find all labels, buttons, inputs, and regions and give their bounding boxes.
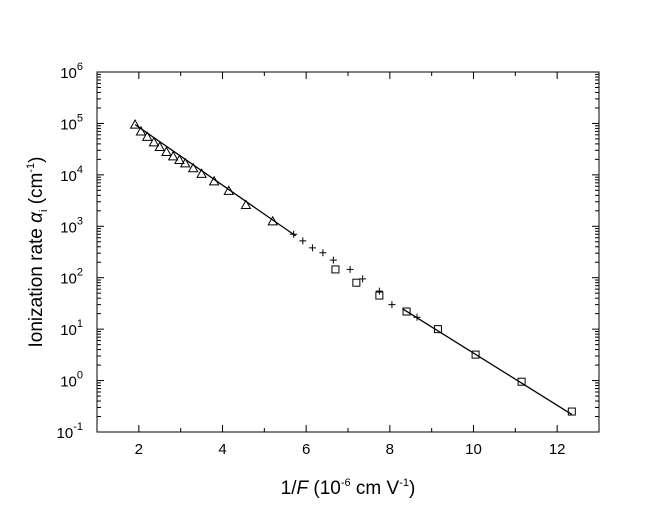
- triangle-point: [154, 141, 166, 151]
- square-point: [471, 350, 480, 359]
- triangle-point: [148, 136, 160, 147]
- triangle-point: [129, 119, 141, 129]
- y-tick-label: 102: [60, 267, 83, 288]
- triangle-point: [179, 157, 191, 168]
- plus-point: [290, 230, 298, 238]
- triangle-point: [167, 150, 179, 161]
- square-point: [433, 325, 442, 334]
- plus-point: [413, 313, 421, 321]
- x-tick-label: 8: [386, 441, 394, 458]
- plus-point: [346, 265, 354, 273]
- triangle-point: [161, 146, 172, 156]
- y-axis-label: Ionization rate αi (cm-1): [25, 157, 50, 348]
- x-axis-label: 1/F (10-6 cm V-1): [281, 477, 416, 499]
- plus-point: [375, 287, 383, 295]
- square-point: [375, 291, 384, 300]
- x-axis-ticks: 2 4 6 8 10 12: [96, 72, 600, 458]
- plus-point: [299, 237, 307, 245]
- triangle-point: [267, 215, 279, 226]
- fit-line-segment: [134, 124, 297, 237]
- triangle-point: [240, 199, 252, 210]
- x-tick-label: 6: [302, 441, 310, 458]
- triangle-point: [196, 168, 207, 178]
- fit-line: [134, 124, 573, 415]
- square-point: [402, 307, 411, 316]
- square-point: [352, 278, 361, 287]
- plus-point: [388, 301, 396, 309]
- square-point: [567, 407, 576, 416]
- y-tick-label: 101: [60, 318, 83, 339]
- data-markers: [129, 119, 576, 416]
- x-tick-label: 12: [549, 441, 566, 458]
- y-tick-label: 100: [60, 370, 83, 391]
- triangle-point: [135, 125, 147, 136]
- square-point: [331, 265, 340, 274]
- triangle-point: [187, 162, 199, 173]
- y-tick-label: 10-1: [57, 421, 83, 442]
- y-tick-label: 105: [60, 112, 83, 133]
- triangle-point: [141, 131, 153, 141]
- fit-line-segment: [402, 308, 573, 415]
- x-tick-label: 4: [218, 441, 226, 458]
- triangle-point: [174, 154, 185, 165]
- square-point: [517, 377, 526, 386]
- y-tick-label: 104: [60, 164, 83, 185]
- plus-point: [329, 256, 337, 264]
- plus-point: [319, 249, 327, 257]
- triangle-point: [208, 175, 220, 186]
- triangle-point: [223, 185, 235, 195]
- plus-point: [308, 244, 316, 252]
- x-tick-label: 2: [135, 441, 143, 458]
- y-tick-label: 103: [60, 215, 83, 236]
- y-axis-ticks: 10-1 100 101 102 103 104 105 106: [57, 61, 599, 442]
- y-tick-label: 106: [60, 61, 83, 82]
- x-tick-label: 10: [465, 441, 482, 458]
